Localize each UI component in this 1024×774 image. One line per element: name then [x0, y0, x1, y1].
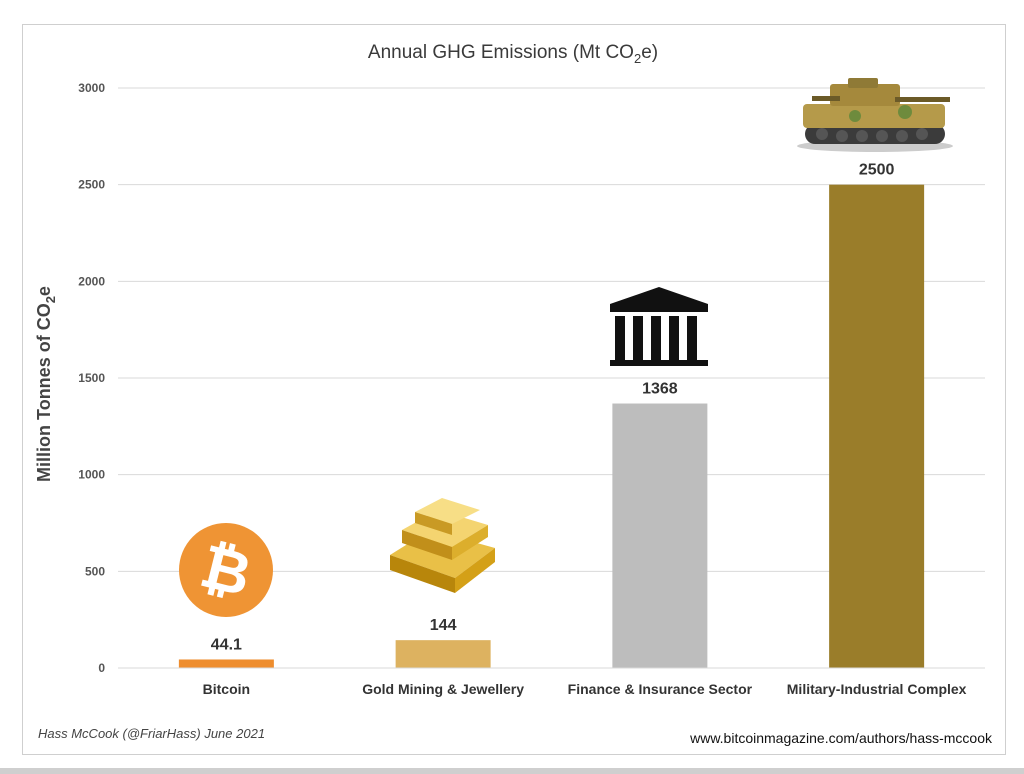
y-tick-label: 500: [85, 564, 105, 578]
bitcoin-logo-icon: ₿: [179, 523, 273, 617]
data-label: 2500: [859, 162, 895, 179]
category-labels: Bitcoin Gold Mining & Jewellery Finance & …: [203, 681, 967, 697]
source-url[interactable]: www.bitcoinmagazine.com/authors/hass-mcc…: [690, 730, 992, 746]
author-credit: Hass McCook (@FriarHass) June 2021: [38, 726, 266, 741]
data-label: 144: [430, 617, 457, 634]
chart-title: Annual GHG Emissions (Mt CO2e): [368, 42, 658, 66]
y-tick-label: 2500: [78, 178, 105, 192]
tank-icon: [797, 78, 953, 152]
bars: [178, 184, 925, 668]
y-tick-labels: 0 500 1000 1500 2000 2500 3000: [78, 81, 105, 675]
y-tick-label: 2000: [78, 274, 105, 288]
category-label: Finance & Insurance Sector: [568, 681, 753, 697]
y-axis-label: Million Tonnes of CO2e: [34, 286, 58, 482]
bar: [829, 184, 925, 668]
y-tick-label: 0: [98, 661, 105, 675]
bar: [395, 640, 491, 668]
gold-bars-icon: [390, 498, 495, 593]
category-label: Military-Industrial Complex: [787, 681, 967, 697]
category-label: Gold Mining & Jewellery: [362, 681, 524, 697]
y-tick-label: 3000: [78, 81, 105, 95]
category-label: Bitcoin: [203, 681, 250, 697]
y-tick-label: 1000: [78, 468, 105, 482]
y-tick-label: 1500: [78, 371, 105, 385]
bar: [612, 403, 708, 668]
data-labels: 44.1 144 1368 2500: [211, 162, 895, 654]
bar: [178, 659, 274, 668]
bottom-border: [0, 768, 1024, 774]
bank-building-icon: [610, 287, 708, 366]
data-label: 1368: [642, 381, 678, 398]
data-label: 44.1: [211, 636, 242, 653]
